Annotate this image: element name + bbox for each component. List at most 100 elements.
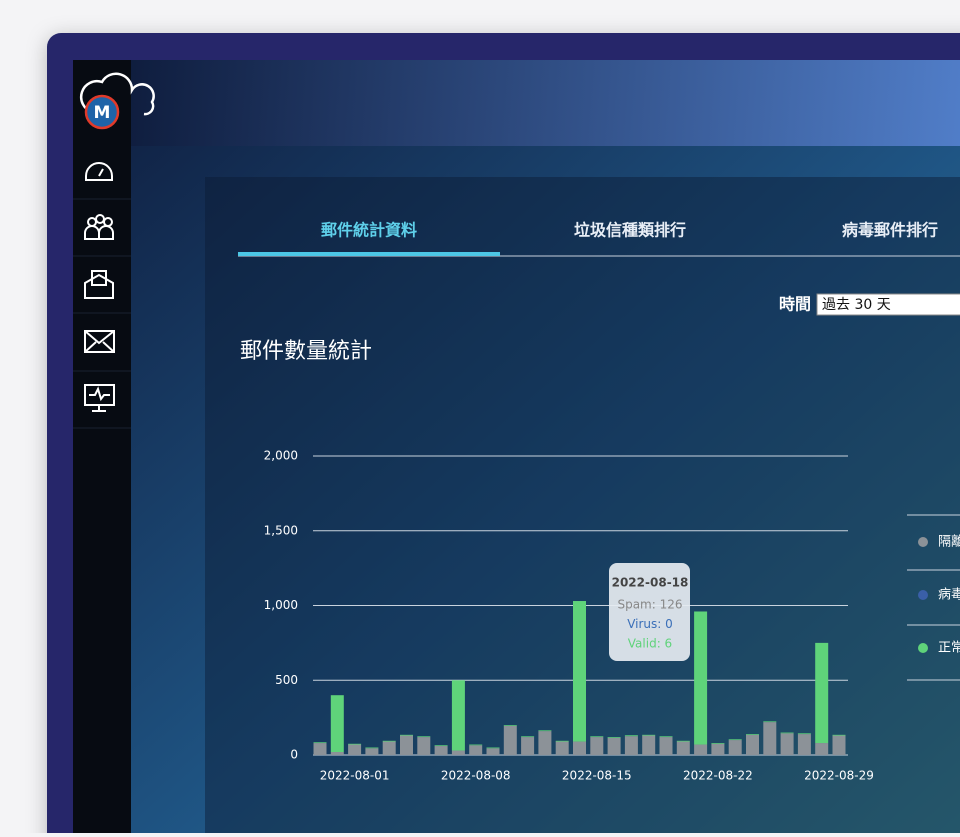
bar-segment bbox=[763, 722, 777, 755]
legend-swatch bbox=[918, 643, 928, 653]
filter-label: 時間 bbox=[779, 295, 811, 314]
bar-segment bbox=[400, 734, 413, 736]
filter-value[interactable]: 過去 30 天 bbox=[822, 297, 891, 313]
y-tick-label: 0 bbox=[290, 748, 298, 762]
bar-segment bbox=[624, 735, 638, 737]
bar-segment bbox=[780, 733, 794, 755]
bar-segment bbox=[832, 735, 846, 755]
bar-segment bbox=[746, 734, 759, 735]
bar-segment bbox=[451, 750, 465, 755]
bar-segment bbox=[434, 746, 448, 755]
bar-segment bbox=[313, 743, 327, 755]
tab[interactable]: 病毒郵件排行 bbox=[842, 221, 938, 240]
bar-segment bbox=[486, 748, 500, 755]
bar-segment bbox=[659, 736, 673, 738]
bar-segment bbox=[573, 601, 586, 742]
legend-swatch bbox=[918, 537, 928, 547]
sidebar bbox=[73, 60, 131, 837]
bar-segment bbox=[538, 731, 552, 755]
legend-swatch bbox=[918, 590, 928, 600]
y-tick-label: 1,500 bbox=[264, 523, 298, 537]
bar-segment bbox=[521, 737, 535, 755]
bar-segment bbox=[797, 734, 811, 755]
bar-segment bbox=[330, 752, 344, 755]
bar-segment bbox=[538, 730, 552, 732]
legend-label: 隔離 bbox=[938, 535, 960, 550]
tooltip-box bbox=[609, 563, 690, 661]
bar-segment bbox=[590, 736, 604, 738]
tab-underline bbox=[238, 252, 500, 256]
bar-segment bbox=[728, 740, 742, 755]
tooltip-line: Virus: 0 bbox=[627, 617, 673, 631]
x-tick-label: 2022-08-08 bbox=[441, 769, 511, 783]
screen-bg bbox=[73, 60, 960, 837]
legend-label: 病毒 bbox=[938, 588, 960, 603]
bar-segment bbox=[469, 744, 483, 746]
bar-segment bbox=[676, 741, 690, 755]
bar-segment bbox=[348, 744, 362, 755]
bar-segment bbox=[555, 741, 569, 755]
bar-segment bbox=[503, 725, 517, 755]
bar-segment bbox=[763, 721, 777, 723]
bar-segment bbox=[711, 743, 725, 755]
filter-select[interactable] bbox=[816, 293, 960, 316]
bar-segment bbox=[728, 739, 742, 741]
tooltip-line: Spam: 126 bbox=[617, 598, 682, 612]
bar-segment bbox=[797, 733, 811, 735]
bar-segment bbox=[417, 736, 431, 738]
tooltip: 2022-08-18 Spam: 126 Virus: 0 Valid: 6 bbox=[609, 563, 690, 661]
x-tick-label: 2022-08-29 bbox=[804, 769, 874, 783]
y-tick-label: 1,000 bbox=[264, 598, 298, 612]
chart: 0 500 1,000 1,500 2,000 2022-08-01 2022-08-08 2… bbox=[264, 449, 960, 783]
bar-segment bbox=[382, 740, 396, 742]
bar-segment bbox=[330, 695, 344, 753]
x-tick-label: 2022-08-22 bbox=[683, 769, 753, 783]
bar-segment bbox=[815, 743, 829, 755]
legend-label: 正常 bbox=[938, 641, 960, 656]
bar-segment bbox=[417, 737, 431, 755]
bar-segment bbox=[365, 748, 379, 755]
bar-segment bbox=[521, 736, 535, 738]
bar-segment bbox=[832, 734, 846, 736]
bar-segment bbox=[382, 741, 396, 755]
bar-segment bbox=[711, 743, 725, 744]
bar-segment bbox=[434, 745, 448, 747]
bar-segment bbox=[555, 740, 569, 742]
bar-segment bbox=[590, 737, 604, 755]
chart-title: 郵件數量統計 bbox=[240, 339, 372, 364]
tab[interactable]: 郵件統計資料 bbox=[321, 221, 417, 240]
bar-segment bbox=[624, 736, 638, 755]
bar-segment bbox=[451, 680, 465, 751]
bar-segment bbox=[573, 741, 586, 755]
bar-segment bbox=[503, 725, 517, 726]
top-bar bbox=[131, 60, 960, 146]
y-tick-label: 500 bbox=[275, 673, 298, 687]
bar-segment bbox=[694, 611, 708, 745]
bar-segment bbox=[694, 744, 708, 755]
x-tick-label: 2022-08-01 bbox=[320, 769, 390, 783]
bar-segment bbox=[642, 734, 656, 736]
y-tick-label: 2,000 bbox=[264, 449, 298, 463]
logo: M bbox=[79, 72, 155, 130]
bar-segment bbox=[780, 732, 794, 734]
bar-segment bbox=[746, 734, 759, 755]
tooltip-title: 2022-08-18 bbox=[612, 576, 689, 590]
bar-segment bbox=[659, 737, 673, 755]
bar-segment bbox=[486, 747, 500, 749]
svg-text:M: M bbox=[94, 103, 111, 123]
tooltip-line: Valid: 6 bbox=[628, 637, 672, 651]
bar-segment bbox=[815, 642, 829, 744]
bar-segment bbox=[676, 740, 690, 742]
bar-segment bbox=[400, 735, 413, 755]
tab[interactable]: 垃圾信種類排行 bbox=[574, 221, 686, 240]
bar-segment bbox=[365, 747, 379, 749]
sidebar-icons[interactable] bbox=[73, 162, 131, 429]
bar-segment bbox=[607, 737, 621, 738]
bar-segment bbox=[313, 742, 327, 744]
x-tick-label: 2022-08-15 bbox=[562, 769, 632, 783]
bar-segment bbox=[642, 735, 656, 755]
bar-segment bbox=[348, 743, 362, 745]
bar-segment bbox=[607, 737, 621, 755]
